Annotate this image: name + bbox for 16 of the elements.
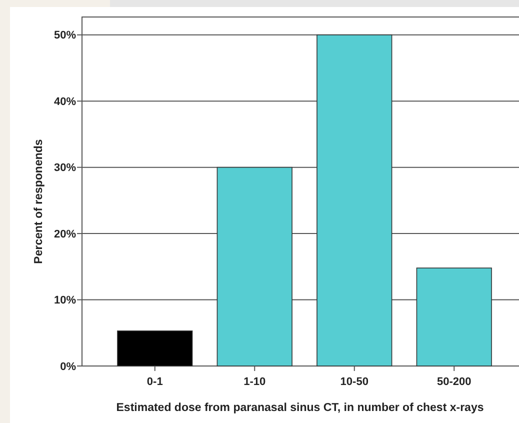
- x-tick-label: 0-1: [146, 376, 163, 388]
- x-tick-label: 10-50: [340, 376, 368, 388]
- x-tick-label: 1-10: [244, 376, 266, 388]
- x-tick-label: 50-200: [436, 376, 472, 388]
- y-tick-label: 0%: [60, 360, 76, 373]
- bar: [216, 166, 292, 366]
- y-axis-title: Percent of responends: [33, 139, 45, 264]
- y-tick-label: 30%: [54, 162, 76, 174]
- bar: [416, 268, 492, 366]
- y-tick-label: 50%: [54, 30, 76, 42]
- y-tick-label: 20%: [54, 228, 76, 240]
- x-axis-title: Estimated dose from paranasal sinus CT, in number of chest x-rays: [116, 402, 484, 414]
- y-tick-label: 40%: [54, 96, 76, 108]
- y-tick-label: 10%: [54, 294, 76, 307]
- bar: [117, 330, 193, 366]
- bar: [316, 34, 392, 366]
